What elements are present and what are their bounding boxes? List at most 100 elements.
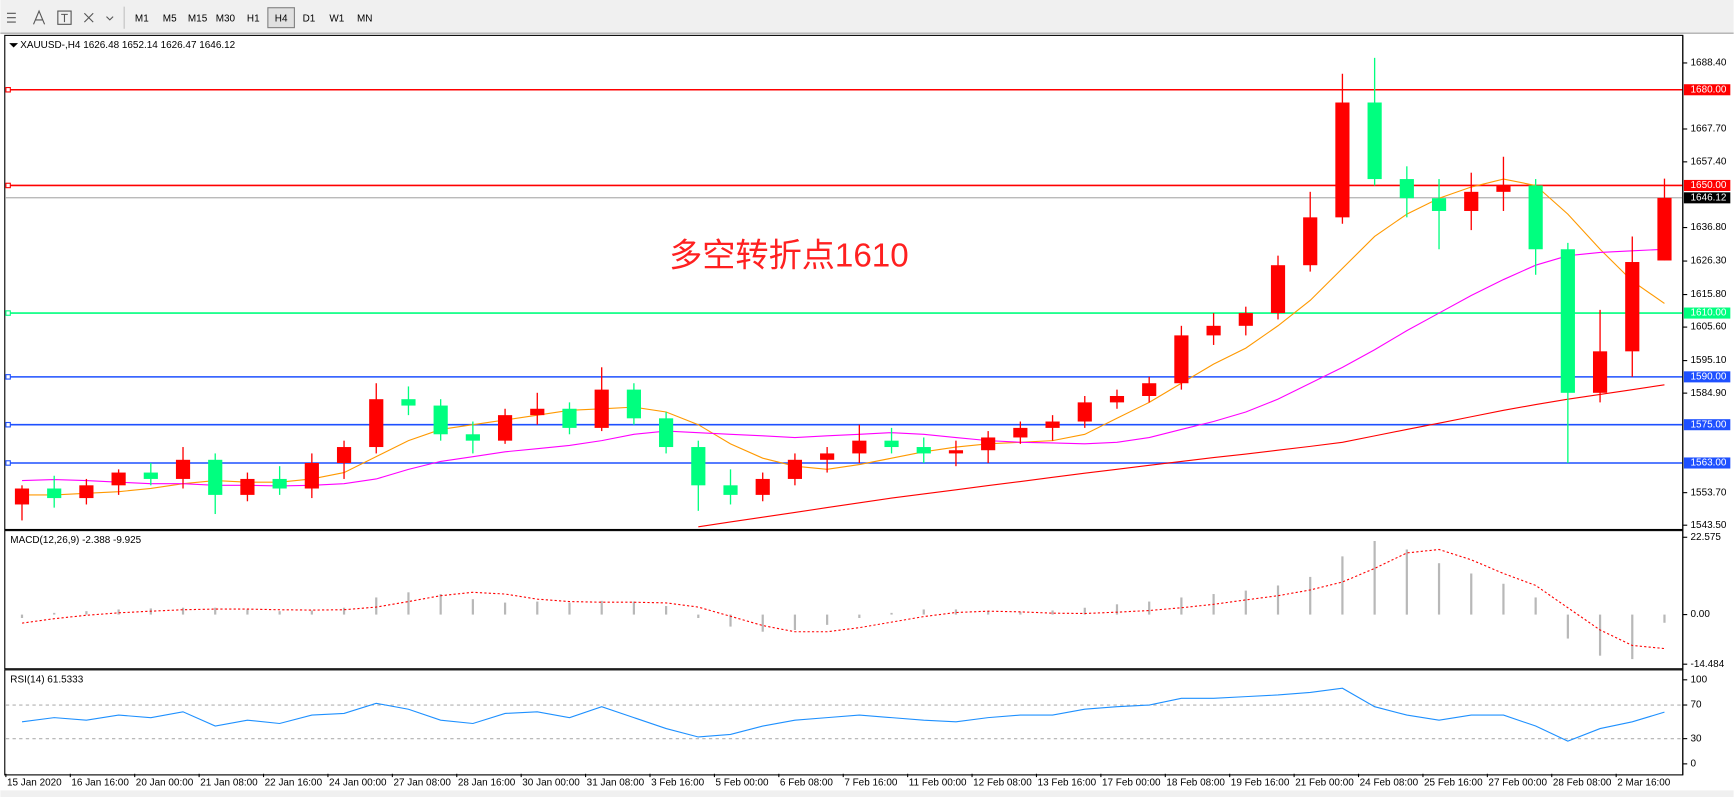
candle-body — [594, 389, 609, 428]
toolbar-icons — [6, 6, 125, 29]
level-handle — [5, 374, 11, 380]
y-tick-label: 0 — [1691, 758, 1697, 769]
candle-body — [272, 478, 287, 489]
candle-body — [1142, 383, 1157, 396]
x-tick-label: 20 Jan 00:00 — [136, 777, 194, 788]
y-tick-label: 1543.50 — [1691, 520, 1727, 531]
candle-body — [1270, 265, 1286, 314]
menu-icon — [6, 12, 16, 23]
level-label: 1680.00 — [1691, 84, 1727, 95]
candle-body — [79, 485, 94, 499]
x-tick-label: 12 Feb 08:00 — [973, 777, 1032, 788]
label-icon-t — [61, 13, 68, 23]
candle-body — [14, 488, 30, 505]
candle-body — [336, 447, 352, 463]
level-label: 1650.00 — [1691, 180, 1727, 191]
timeframe-button[interactable]: H1 — [247, 13, 260, 24]
timeframe-button[interactable]: M15 — [188, 13, 208, 24]
x-tick-label: 22 Jan 16:00 — [265, 777, 323, 788]
y-tick-label: 1605.60 — [1691, 322, 1727, 333]
candle-body — [208, 459, 223, 495]
timeframe-button[interactable]: D1 — [303, 13, 316, 24]
candle-body — [1045, 421, 1060, 428]
x-tick-label: 3 Feb 16:00 — [651, 777, 705, 788]
x-tick-label: 28 Feb 08:00 — [1553, 777, 1612, 788]
x-tick-label: 24 Jan 00:00 — [329, 777, 387, 788]
panel-title: MACD(12,26,9) -2.388 -9.925 — [10, 535, 141, 546]
timeframe-button[interactable]: MN — [357, 13, 372, 24]
candle-body — [530, 408, 545, 416]
candle-body — [1174, 335, 1189, 384]
label-icon — [57, 10, 72, 25]
x-tick-label: 19 Feb 16:00 — [1231, 777, 1290, 788]
timeframe-button[interactable]: H4 — [275, 13, 288, 24]
level-label: 1575.00 — [1691, 419, 1727, 430]
timeframe-button[interactable]: M1 — [135, 13, 149, 24]
timeframe-button[interactable]: M30 — [216, 13, 236, 24]
candle-body — [369, 399, 384, 448]
toolbar — [0, 0, 1734, 34]
candle-body — [981, 437, 996, 451]
y-tick-label: 22.575 — [1691, 532, 1722, 543]
y-tick-label: 30 — [1691, 733, 1703, 744]
candle-body — [1367, 102, 1382, 180]
current-price-label: 1646.12 — [1691, 192, 1727, 203]
y-tick-label: 0.00 — [1691, 609, 1711, 620]
level-handle — [5, 182, 11, 189]
x-tick-label: 31 Jan 08:00 — [587, 777, 645, 788]
candle-body — [723, 485, 738, 495]
candle-body — [884, 440, 899, 448]
candle-body — [497, 415, 513, 441]
level-handle — [5, 310, 11, 316]
y-tick-label: 1657.40 — [1691, 156, 1727, 167]
tools-icon — [83, 12, 114, 23]
candle-body — [691, 447, 706, 486]
rsi-panel — [4, 669, 1684, 776]
candle-body — [852, 440, 867, 454]
moving-average — [22, 178, 1665, 496]
candle-body — [948, 450, 964, 454]
x-tick-label: 21 Jan 08:00 — [200, 777, 258, 788]
main-panel — [4, 34, 1684, 531]
y-tick-label: 1688.40 — [1691, 58, 1727, 69]
timeframe-button[interactable]: W1 — [329, 13, 344, 24]
signal-line — [21, 548, 1665, 650]
moving-average — [22, 248, 1665, 487]
level-label: 1590.00 — [1691, 371, 1727, 382]
x-tick-label: 11 Feb 00:00 — [909, 777, 967, 788]
bottom-tabs — [0, 790, 1734, 797]
candle-body — [1399, 179, 1414, 199]
level-label-box — [1683, 307, 1731, 319]
candle-body — [1592, 351, 1608, 393]
x-tick-label: 6 Feb 08:00 — [780, 777, 834, 788]
candle-body — [1109, 395, 1125, 403]
y-tick-label: 100 — [1691, 674, 1708, 685]
candle-body — [1560, 249, 1575, 393]
candle-body — [626, 389, 641, 419]
candle-body — [1528, 185, 1543, 250]
y-tick-label: 1584.90 — [1691, 388, 1727, 399]
candle-body — [1303, 217, 1318, 266]
y-tick-label: -14.484 — [1691, 659, 1725, 670]
timeframe-active — [267, 7, 295, 29]
candle-body — [240, 478, 255, 495]
text-icon — [33, 9, 46, 25]
x-tick-label: 24 Feb 08:00 — [1360, 777, 1419, 788]
level-handle — [5, 460, 11, 466]
candle-body — [465, 434, 480, 441]
x-tick-label: 27 Jan 08:00 — [393, 777, 451, 788]
candle-body — [787, 459, 803, 479]
y-tick-label: 1553.70 — [1691, 487, 1727, 498]
candle-body — [47, 488, 62, 499]
timeframe-button[interactable]: M5 — [163, 13, 177, 24]
candle-body — [1431, 198, 1447, 211]
x-tick-label: 30 Jan 00:00 — [522, 777, 580, 788]
level-label-box — [1683, 457, 1731, 469]
candle-body — [1335, 102, 1350, 218]
candle-body — [1238, 313, 1253, 326]
candle-body — [433, 405, 448, 435]
candle-body — [916, 447, 931, 454]
candle-body — [111, 472, 126, 486]
candle-body — [175, 459, 191, 479]
